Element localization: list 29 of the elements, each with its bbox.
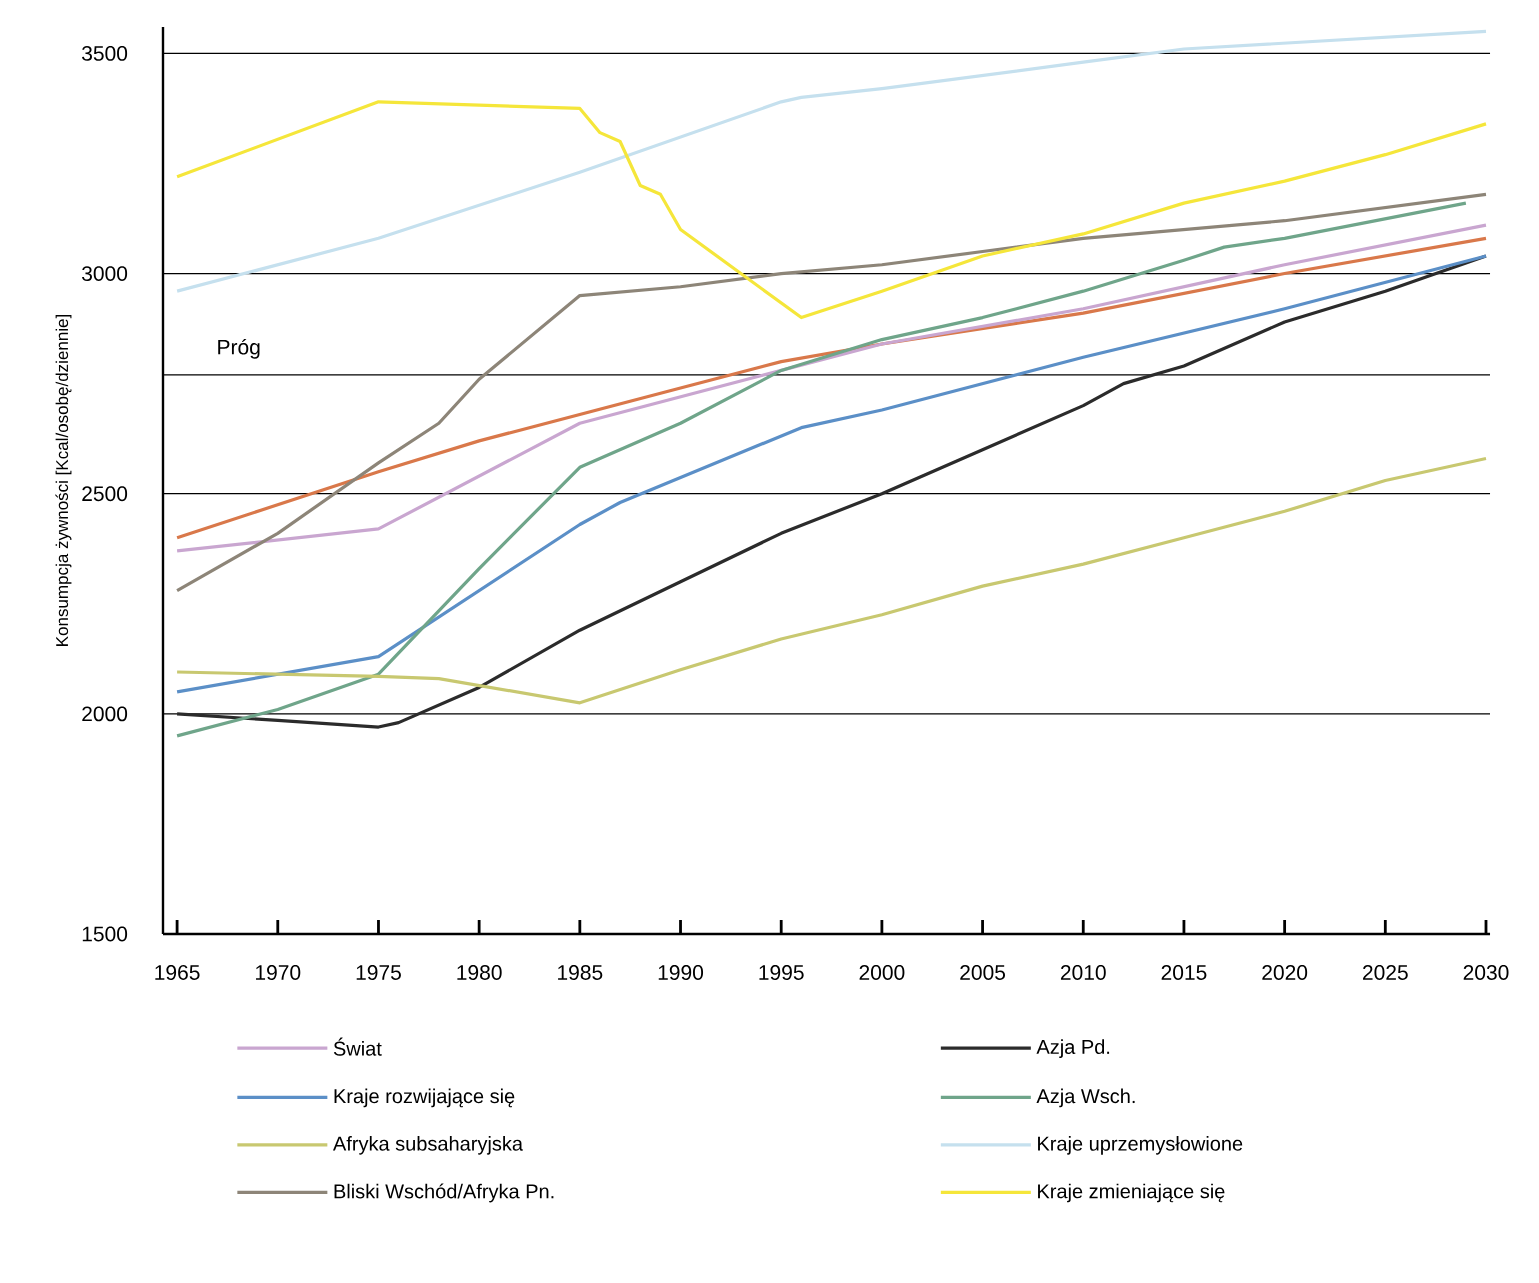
legend-label: Azja Wsch. [1036, 1088, 1135, 1108]
y-tick-label: 3500 [82, 45, 128, 61]
legend-label: Kraje zmieniające się [1038, 1183, 1225, 1203]
x-tick-label: 2020 [1262, 965, 1308, 980]
x-tick-label: 2000 [859, 965, 905, 980]
x-tick-label: 1970 [256, 965, 301, 980]
x-tick-label: 2025 [1363, 965, 1408, 980]
x-tick-label: 2030 [1463, 965, 1509, 980]
x-tick-label: 1965 [155, 965, 200, 980]
y-tick-label: 1500 [82, 926, 128, 942]
y-tick-label: 2000 [82, 706, 128, 722]
x-tick-label: 2005 [960, 965, 1006, 980]
x-tick-label: 1985 [558, 965, 603, 980]
y-axis-title: Konsumpcja żywności [Kcal/osobę/dziennie] [55, 314, 72, 646]
legend-label: Azja Pd. [1036, 1039, 1110, 1058]
legend-label: Świat [333, 1037, 382, 1056]
legend-label: Bliski Wschód/Afryka Pn. [334, 1183, 554, 1203]
y-tick-label: 2500 [82, 486, 128, 502]
x-tick-label: 2015 [1161, 965, 1207, 980]
ref-line-label: Próg [218, 338, 260, 359]
x-tick-label: 2010 [1060, 965, 1106, 980]
x-tick-label: 1975 [356, 965, 401, 980]
x-tick-label: 1980 [457, 965, 502, 980]
y-tick-label: 3000 [82, 266, 128, 281]
legend-label: Afryka subsaharyjska [332, 1136, 524, 1155]
x-tick-label: 1990 [658, 965, 704, 980]
legend-label: Kraje rozwijające się [334, 1088, 515, 1108]
x-tick-label: 1995 [759, 965, 804, 980]
legend-label: Kraje uprzemysłowione [1038, 1136, 1243, 1155]
